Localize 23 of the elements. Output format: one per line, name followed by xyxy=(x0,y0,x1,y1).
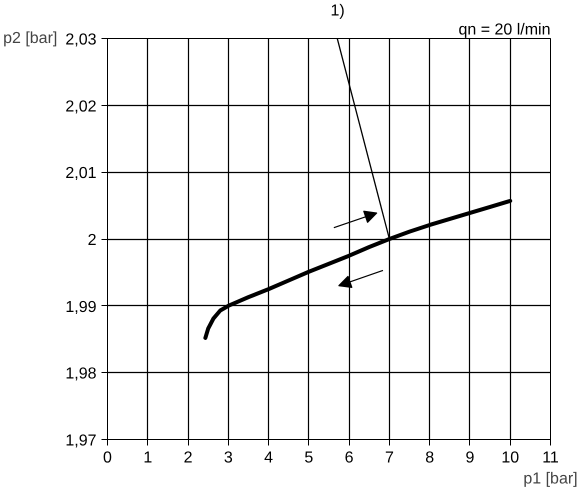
x-tick-label: 8 xyxy=(425,450,434,466)
x-tick-label: 7 xyxy=(384,450,394,466)
y-tick-label: 2,01 xyxy=(65,165,97,182)
x-tick-label: 5 xyxy=(304,450,314,466)
y-tick-label: 1,98 xyxy=(65,366,97,383)
x-tick-label: 6 xyxy=(344,450,354,466)
y-axis-title: p2 [bar] xyxy=(3,30,58,47)
x-tick-label: 10 xyxy=(501,450,520,466)
y-tick-label: 2,02 xyxy=(65,98,97,116)
text: qn = 20 l/min xyxy=(458,22,551,38)
y-tick-label: 2,03 xyxy=(65,32,97,48)
annotation: 1) xyxy=(330,2,345,20)
y-tick-label: 1,99 xyxy=(65,298,97,316)
x-tick-label: 11 xyxy=(542,450,559,466)
x-tick-label: 0 xyxy=(103,450,112,466)
x-tick-label: 1 xyxy=(143,450,152,466)
y-tick-label: 1,97 xyxy=(65,432,97,450)
x-tick-label: 2 xyxy=(184,450,193,466)
x-tick-label: 4 xyxy=(264,450,274,466)
x-tick-label: 9 xyxy=(466,450,475,466)
y-tick-label: 2 xyxy=(88,232,97,249)
x-tick-label: 3 xyxy=(224,450,233,466)
x-axis-title: p1 [bar] xyxy=(523,470,577,488)
